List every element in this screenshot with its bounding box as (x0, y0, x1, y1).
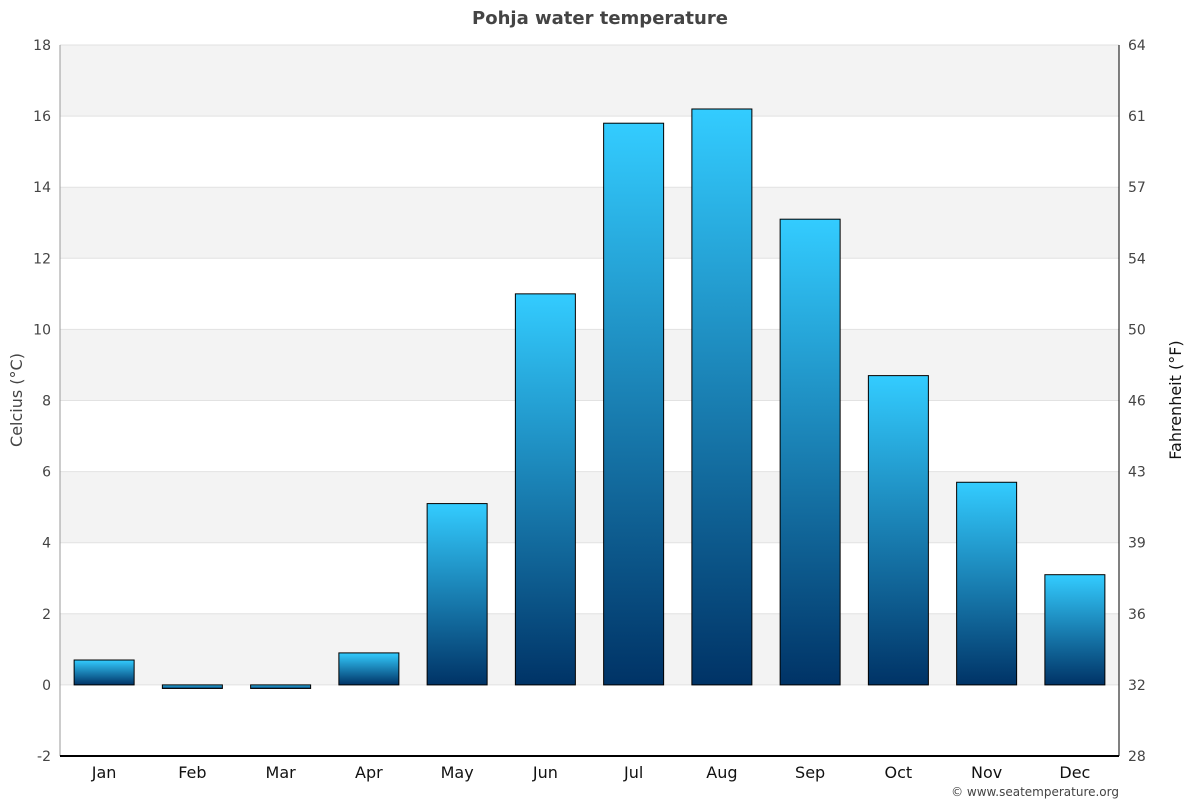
grid-band (60, 187, 1119, 259)
y2-tick-label: 61 (1128, 109, 1146, 125)
y2-tick-label: 50 (1128, 322, 1146, 338)
grid-band (60, 329, 1119, 401)
x-tick-label: May (441, 763, 474, 782)
grid-band (60, 45, 1119, 117)
x-tick-label: Oct (885, 763, 913, 782)
bar-jan (73, 659, 135, 686)
x-tick-label: Aug (706, 763, 737, 782)
y2-tick-label: 57 (1128, 180, 1146, 196)
grid-band (60, 613, 1119, 685)
bar-jul (603, 122, 665, 686)
x-tick-label: Dec (1059, 763, 1090, 782)
y2-tick-label: 54 (1128, 251, 1146, 267)
y2-tick-label: 32 (1128, 678, 1146, 694)
x-tick-label: Mar (266, 763, 297, 782)
bar-may (426, 503, 488, 686)
x-tick-label: Jul (623, 763, 643, 782)
y2-tick-label: 28 (1128, 749, 1146, 765)
y2-tick-label: 36 (1128, 607, 1146, 623)
bar-sep (779, 218, 841, 686)
y2-tick-label: 46 (1128, 394, 1146, 410)
bar-apr (338, 652, 400, 686)
y2-tick-label: 64 (1128, 38, 1146, 54)
y-tick-label: 6 (42, 465, 51, 481)
x-tick-label: Nov (971, 763, 1002, 782)
y-tick-label: -2 (37, 749, 51, 765)
y-tick-label: 10 (33, 322, 51, 338)
bar-aug (691, 108, 753, 686)
x-tick-label: Apr (355, 763, 383, 782)
x-tick-label: Sep (795, 763, 825, 782)
x-tick-label: Jan (91, 763, 117, 782)
y-tick-label: 12 (33, 251, 51, 267)
y-tick-label: 16 (33, 109, 51, 125)
bar-nov (956, 481, 1018, 686)
y-tick-label: 0 (42, 678, 51, 694)
y-tick-label: 18 (33, 38, 51, 54)
bar-mar (250, 684, 312, 689)
footer-credit: © www.seatemperature.org (951, 785, 1119, 799)
chart-title: Pohja water temperature (472, 8, 728, 29)
x-tick-label: Feb (178, 763, 206, 782)
y-tick-label: 2 (42, 607, 51, 623)
grid-band (60, 471, 1119, 543)
y2-tick-label: 39 (1128, 536, 1146, 552)
y-axis-label: Celcius (°C) (7, 353, 26, 447)
bar-feb (161, 684, 223, 689)
y-tick-label: 8 (42, 394, 51, 410)
y2-tick-label: 43 (1128, 465, 1146, 481)
bar-jun (514, 293, 576, 686)
y2-axis-label: Fahrenheit (°F) (1166, 340, 1185, 459)
y-tick-label: 4 (42, 536, 51, 552)
bar-dec (1044, 574, 1106, 686)
bar-oct (867, 375, 929, 686)
y-tick-label: 14 (33, 180, 51, 196)
x-tick-label: Jun (532, 763, 558, 782)
